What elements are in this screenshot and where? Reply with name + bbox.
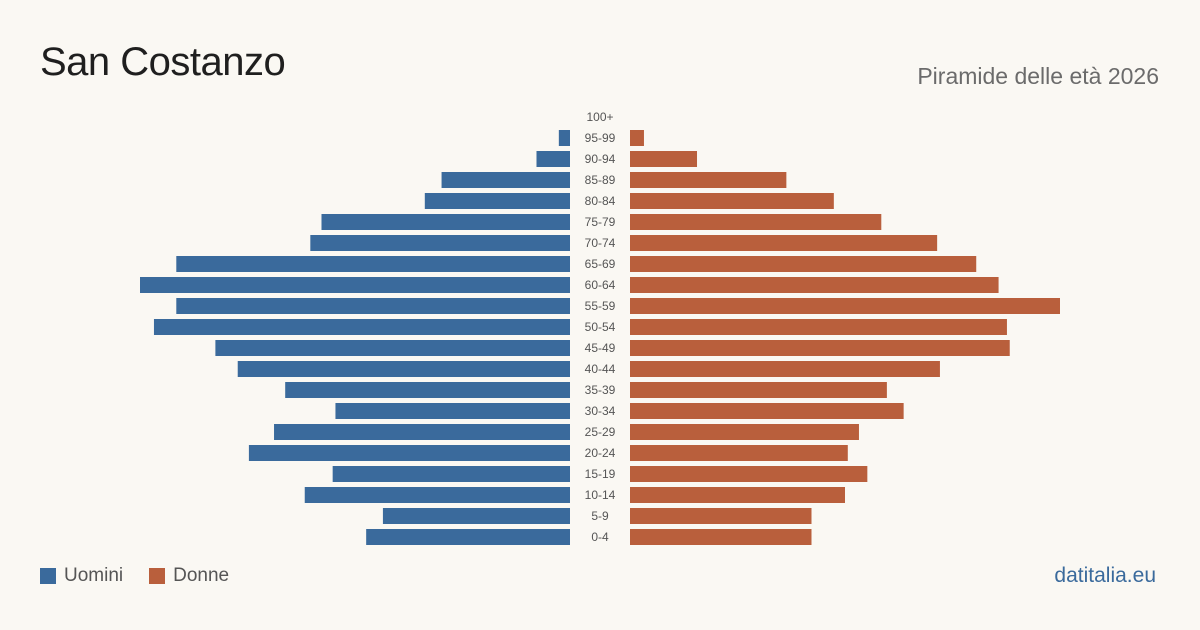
- age-label-5-9: 5-9: [591, 509, 609, 523]
- bar-male-40-44[interactable]: [237, 361, 570, 377]
- bar-male-65-69[interactable]: [176, 256, 570, 272]
- age-label-45-49: 45-49: [585, 341, 616, 355]
- bar-female-35-39[interactable]: [630, 382, 887, 398]
- bar-female-65-69[interactable]: [630, 256, 977, 272]
- bar-female-0-4[interactable]: [630, 529, 812, 545]
- bar-female-95-99[interactable]: [630, 130, 644, 146]
- bar-female-60-64[interactable]: [630, 277, 999, 293]
- bar-female-55-59[interactable]: [630, 298, 1060, 314]
- age-label-0-4: 0-4: [591, 530, 609, 544]
- age-label-90-94: 90-94: [585, 152, 616, 166]
- age-label-25-29: 25-29: [585, 425, 616, 439]
- bar-female-90-94[interactable]: [630, 151, 698, 167]
- bar-male-20-24[interactable]: [248, 445, 570, 461]
- age-label-100+: 100+: [586, 110, 613, 124]
- age-label-20-24: 20-24: [585, 446, 616, 460]
- bar-female-85-89[interactable]: [630, 172, 787, 188]
- bar-male-45-49[interactable]: [215, 340, 570, 356]
- bar-female-45-49[interactable]: [630, 340, 1010, 356]
- age-label-30-34: 30-34: [585, 404, 616, 418]
- bar-female-10-14[interactable]: [630, 487, 845, 503]
- bar-female-70-74[interactable]: [630, 235, 938, 251]
- age-label-85-89: 85-89: [585, 173, 616, 187]
- bar-male-25-29[interactable]: [274, 424, 570, 440]
- bar-male-95-99[interactable]: [558, 130, 570, 146]
- legend: Uomini Donne: [40, 565, 255, 587]
- bar-male-70-74[interactable]: [310, 235, 570, 251]
- bar-female-25-29[interactable]: [630, 424, 859, 440]
- bar-female-80-84[interactable]: [630, 193, 834, 209]
- age-label-65-69: 65-69: [585, 257, 616, 271]
- bar-male-15-19[interactable]: [332, 466, 570, 482]
- bar-female-50-54[interactable]: [630, 319, 1007, 335]
- age-label-95-99: 95-99: [585, 131, 616, 145]
- bar-female-40-44[interactable]: [630, 361, 940, 377]
- bar-male-80-84[interactable]: [424, 193, 570, 209]
- bar-male-0-4[interactable]: [366, 529, 570, 545]
- chart-title: San Costanzo: [40, 40, 286, 84]
- bar-male-60-64[interactable]: [140, 277, 570, 293]
- bar-male-85-89[interactable]: [441, 172, 570, 188]
- legend-label-male: Uomini: [64, 565, 124, 586]
- bar-male-90-94[interactable]: [536, 151, 570, 167]
- brand-link[interactable]: datitalia.eu: [1054, 564, 1156, 587]
- age-label-75-79: 75-79: [585, 215, 616, 229]
- bar-male-35-39[interactable]: [285, 382, 570, 398]
- bar-female-30-34[interactable]: [630, 403, 904, 419]
- legend-item-male: Uomini: [40, 565, 123, 587]
- legend-swatch-female: [149, 568, 166, 584]
- legend-item-female: Donne: [149, 565, 229, 587]
- legend-label-female: Donne: [173, 565, 230, 586]
- bar-male-55-59[interactable]: [176, 298, 570, 314]
- bar-female-20-24[interactable]: [630, 445, 848, 461]
- age-label-60-64: 60-64: [585, 278, 616, 292]
- age-label-70-74: 70-74: [585, 236, 616, 250]
- bar-female-5-9[interactable]: [630, 508, 812, 524]
- bar-male-75-79[interactable]: [321, 214, 570, 230]
- bar-male-10-14[interactable]: [304, 487, 570, 503]
- bar-male-5-9[interactable]: [382, 508, 570, 524]
- age-label-80-84: 80-84: [585, 194, 616, 208]
- bar-female-75-79[interactable]: [630, 214, 882, 230]
- age-label-40-44: 40-44: [585, 362, 616, 376]
- bar-male-30-34[interactable]: [335, 403, 570, 419]
- legend-swatch-male: [40, 568, 56, 584]
- age-label-55-59: 55-59: [585, 299, 616, 313]
- age-label-50-54: 50-54: [585, 320, 616, 334]
- age-label-15-19: 15-19: [585, 467, 616, 481]
- bar-female-15-19[interactable]: [630, 466, 868, 482]
- chart-subtitle: Piramide delle età 2026: [917, 63, 1159, 89]
- age-label-10-14: 10-14: [585, 488, 616, 502]
- age-label-35-39: 35-39: [585, 383, 616, 397]
- bar-male-50-54[interactable]: [153, 319, 570, 335]
